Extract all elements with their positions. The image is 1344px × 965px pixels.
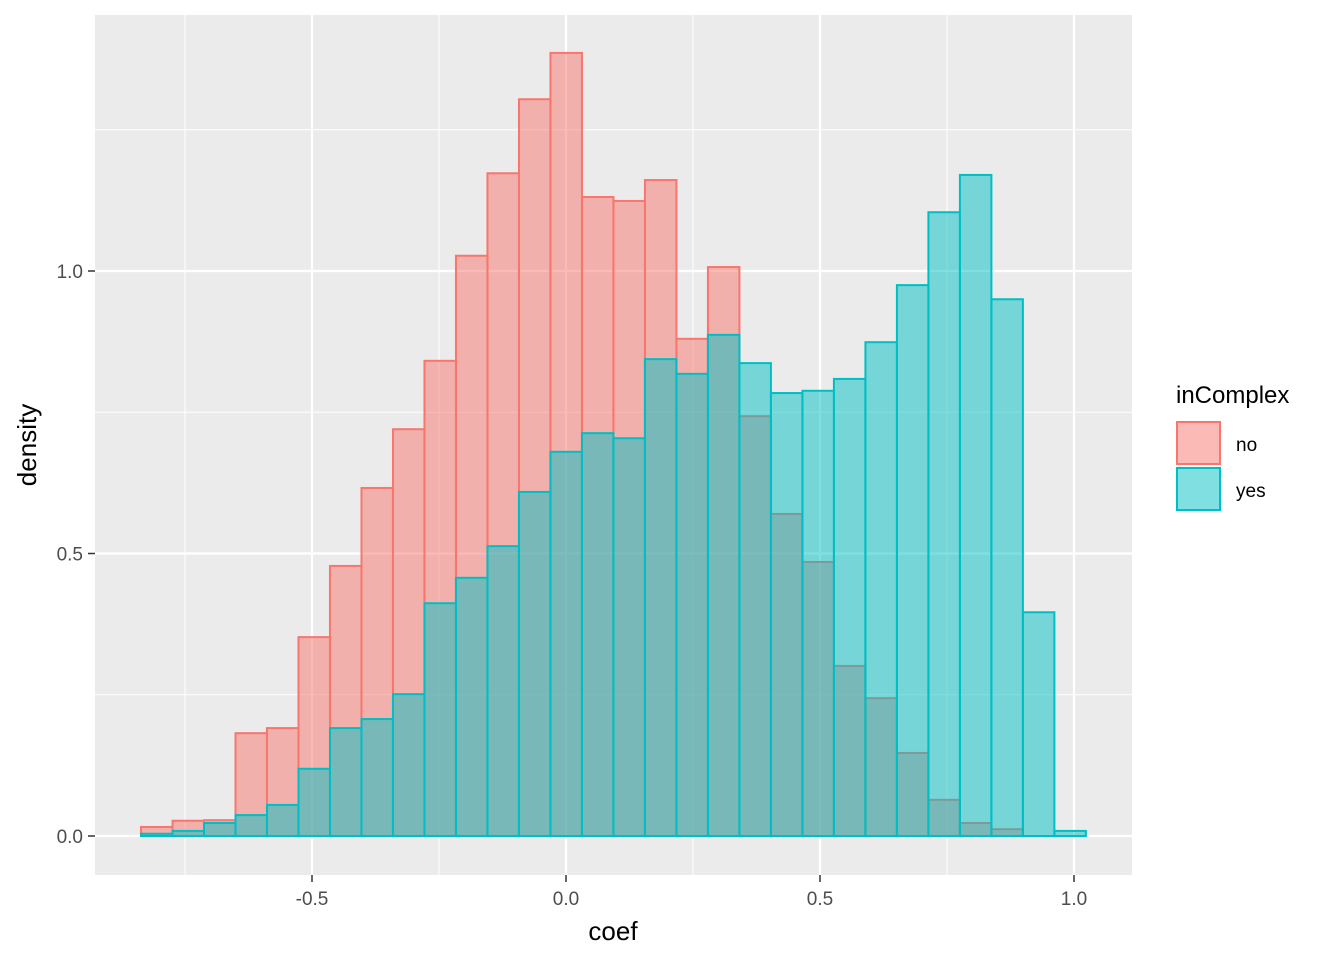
bar-yes <box>171 829 205 837</box>
bar-yes <box>1021 611 1056 838</box>
x-tick-label: 1.0 <box>1061 889 1087 910</box>
bar-yes <box>454 576 489 837</box>
bar-yes <box>769 392 804 837</box>
bar-yes <box>895 284 930 837</box>
y-tick-label: 0.5 <box>57 545 83 566</box>
legend: inComplex no yes <box>1176 382 1289 511</box>
axes: -0.5 0.0 0.5 1.0 0.0 0.5 1.0 <box>57 262 1088 910</box>
bar-yes <box>643 358 678 837</box>
bar-yes <box>140 832 174 837</box>
legend-key-yes <box>1176 467 1221 511</box>
legend-title: inComplex <box>1176 382 1289 409</box>
bar-yes <box>990 298 1024 837</box>
bar-yes <box>927 211 961 838</box>
bar-yes <box>391 693 426 837</box>
x-tick-label: 0.5 <box>807 889 833 910</box>
y-axis-label: density <box>12 404 42 486</box>
bar-yes <box>864 341 898 837</box>
bar-yes <box>486 545 520 838</box>
legend-label-no: no <box>1236 435 1257 456</box>
bar-yes <box>517 490 552 837</box>
bar-yes <box>706 333 741 837</box>
bars <box>140 51 1087 838</box>
x-axis-label: coef <box>588 916 638 946</box>
bar-yes <box>612 437 646 837</box>
x-tick-label: 0.0 <box>553 889 579 910</box>
bar-yes <box>738 362 772 837</box>
y-tick-label: 1.0 <box>57 262 83 283</box>
bar-yes <box>265 803 300 837</box>
bar-yes <box>580 432 615 837</box>
y-tick-label: 0.0 <box>57 827 83 848</box>
bar-yes <box>1053 829 1087 837</box>
bar-yes <box>360 718 394 837</box>
x-tick-label: -0.5 <box>296 889 329 910</box>
bar-yes <box>832 377 867 837</box>
bar-yes <box>675 372 709 837</box>
bar-yes <box>328 727 363 838</box>
bar-yes <box>202 822 237 838</box>
bar-yes <box>297 767 331 838</box>
bar-yes <box>801 389 835 837</box>
legend-key-no <box>1176 421 1221 465</box>
legend-label-yes: yes <box>1236 481 1266 502</box>
bar-yes <box>549 450 583 837</box>
bar-yes <box>423 602 457 837</box>
bar-yes <box>234 814 268 837</box>
bar-yes <box>958 173 993 837</box>
